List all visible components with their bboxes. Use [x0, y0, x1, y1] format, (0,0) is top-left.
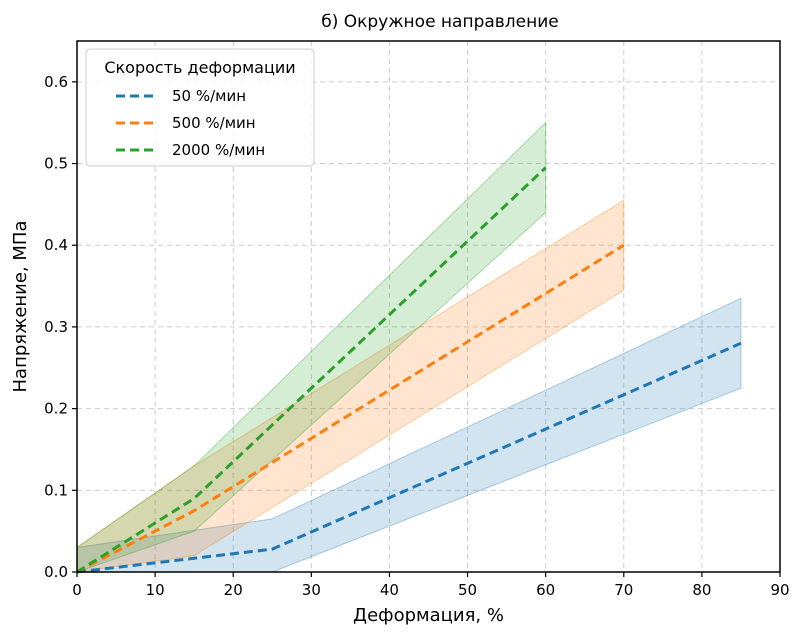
y-tick-label: 0.4 [44, 236, 68, 254]
x-tick-label: 20 [224, 581, 243, 599]
x-axis-title: Деформация, % [353, 605, 504, 626]
x-tick-label: 10 [146, 581, 165, 599]
y-tick-label: 0.1 [44, 481, 68, 499]
series-line [76, 341, 742, 574]
y-tick-label: 0.2 [44, 400, 68, 418]
confidence-bands [76, 121, 742, 573]
legend-label: 500 %/мин [172, 114, 256, 132]
x-tick-label: 50 [458, 581, 477, 599]
series-lines [76, 166, 742, 574]
series-line [76, 243, 625, 574]
x-tick-label: 30 [302, 581, 321, 599]
x-tick-label: 60 [536, 581, 555, 599]
series-line [76, 166, 547, 574]
legend-title: Скорость деформации [104, 58, 295, 77]
y-tick-label: 0.0 [44, 563, 68, 581]
legend-box [85, 48, 315, 167]
x-tick-label: 90 [770, 581, 789, 599]
plot-frame [76, 40, 781, 573]
y-tick-label: 0.3 [44, 318, 68, 336]
x-tick-label: 40 [380, 581, 399, 599]
y-tick-label: 0.6 [44, 73, 68, 91]
x-tick-label: 80 [692, 581, 711, 599]
legend-label: 50 %/мин [172, 87, 246, 105]
axis-ticks: 0 10 20 30 40 50 60 70 80 90 0.0 0.1 0.2 0.3 0.4 0.5 0.6 [44, 73, 789, 599]
x-tick-label: 70 [614, 581, 633, 599]
y-tick-label: 0.5 [44, 155, 68, 173]
legend: Скорость деформации 50 %/мин 500 %/мин 200… [85, 48, 315, 167]
x-tick-label: 0 [72, 581, 82, 599]
y-axis-title: Напряжение, МПа [10, 221, 31, 393]
chart-title: б) Окружное направление [321, 12, 559, 32]
legend-label: 2000 %/мин [172, 141, 265, 159]
legend-items: 50 %/мин 500 %/мин 2000 %/мин [116, 87, 265, 159]
